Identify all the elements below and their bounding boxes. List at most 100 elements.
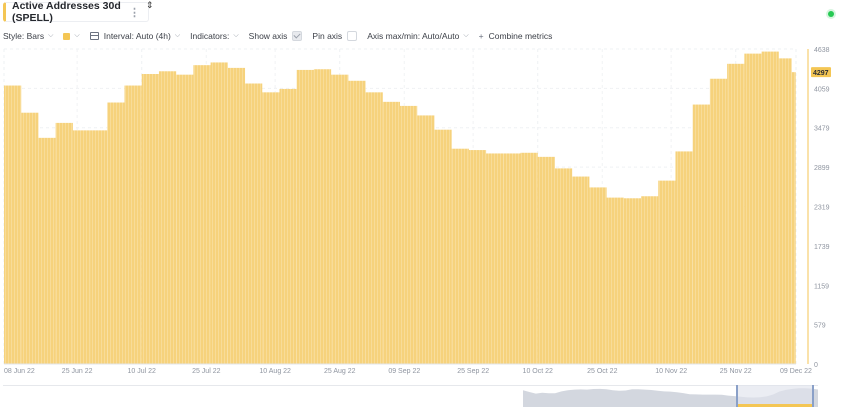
data-bar <box>382 101 400 364</box>
data-bar <box>21 112 39 365</box>
interval-dropdown[interactable]: Interval: Auto (4h) ⌵ <box>89 31 181 41</box>
drag-handle-icon[interactable]: ⇕ <box>146 0 154 10</box>
metric-chip[interactable]: Active Addresses 30d (SPELL) ⋮ <box>3 0 149 24</box>
chevron-down-icon: ⌵ <box>74 32 80 39</box>
pin-axis-toggle[interactable]: Pin axis <box>312 31 358 41</box>
y-tick-label: 579 <box>814 323 826 330</box>
data-bar <box>761 51 779 365</box>
y-tick-label: 1159 <box>814 283 829 290</box>
data-bar <box>791 72 796 365</box>
current-value-label: 4297 <box>813 70 829 77</box>
color-swatch <box>63 32 71 40</box>
x-tick-label: 10 Aug 22 <box>259 368 291 375</box>
chevron-down-icon: ⌵ <box>233 32 239 39</box>
data-bar <box>210 62 228 365</box>
data-bar <box>124 85 142 364</box>
data-bar <box>417 115 435 364</box>
chevron-down-icon: ⌵ <box>48 32 54 39</box>
chevron-down-icon: ⌵ <box>463 32 469 39</box>
show-axis-label: Show axis <box>248 31 288 41</box>
show-axis-toggle[interactable]: Show axis <box>249 31 303 41</box>
current-value-badge <box>811 67 831 78</box>
data-bar <box>503 153 521 364</box>
chevron-down-icon: ⌵ <box>174 32 181 39</box>
data-bar <box>348 80 366 364</box>
indicators-dropdown[interactable]: Indicators: ⌵ <box>190 31 239 41</box>
data-bar <box>572 176 590 364</box>
y-tick-label: 2899 <box>814 165 830 172</box>
data-bar <box>451 148 469 364</box>
data-bar <box>365 92 383 364</box>
data-bar <box>727 63 745 365</box>
data-bar <box>744 53 762 364</box>
axis-minmax-label: Axis max/min: Auto/Auto <box>367 31 460 41</box>
axis-minmax-dropdown[interactable]: Axis max/min: Auto/Auto ⌵ <box>367 31 468 41</box>
data-bar <box>279 88 297 365</box>
data-bar <box>692 104 710 364</box>
data-bar <box>623 198 642 364</box>
navigator-selection-window[interactable] <box>736 385 814 407</box>
data-bar <box>606 197 624 364</box>
y-tick-label: 1739 <box>814 244 830 251</box>
style-dropdown[interactable]: Style: Bars ⌵ <box>3 31 53 41</box>
x-tick-label: 25 Oct 22 <box>587 368 617 375</box>
pin-axis-checkbox[interactable] <box>347 31 358 41</box>
x-tick-label: 10 Jul 22 <box>128 368 157 375</box>
x-tick-label: 25 Jul 22 <box>192 368 221 375</box>
data-bar <box>72 130 91 364</box>
data-bar <box>227 67 246 364</box>
x-tick-label: 25 Jun 22 <box>62 368 93 375</box>
data-bar <box>245 83 263 364</box>
data-bar <box>434 129 452 364</box>
y-tick-label: 4638 <box>814 47 830 54</box>
data-bar <box>107 102 125 365</box>
x-tick-label: 25 Aug 22 <box>324 368 356 375</box>
data-bar <box>709 78 728 364</box>
data-bar <box>296 69 314 364</box>
range-navigator[interactable] <box>3 385 818 407</box>
x-tick-label: 10 Nov 22 <box>655 368 687 375</box>
indicators-label: Indicators: <box>190 31 230 41</box>
data-bar <box>262 92 280 364</box>
pin-axis-label: Pin axis <box>312 31 343 41</box>
data-bar <box>331 74 349 364</box>
data-bar <box>641 196 659 364</box>
calendar-icon <box>89 32 99 40</box>
y-tick-label: 3479 <box>814 126 830 133</box>
data-bar <box>537 156 555 364</box>
style-label: Style: Bars <box>3 31 45 41</box>
combine-metrics-label: Combine metrics <box>488 31 553 41</box>
show-axis-checkbox[interactable] <box>292 31 303 41</box>
data-bar <box>400 105 418 365</box>
y-tick-label: 0 <box>814 362 818 369</box>
plus-icon: + <box>478 31 484 41</box>
chart-area[interactable]: santiment4638405934792899231917391159579… <box>0 44 850 384</box>
x-tick-label: 25 Sep 22 <box>457 368 489 375</box>
data-bar <box>176 74 194 364</box>
chart-toolbar: Style: Bars ⌵ ⌵ Interval: Auto (4h) ⌵ In… <box>3 28 843 44</box>
data-bar <box>658 180 676 364</box>
x-tick-label: 09 Sep 22 <box>388 368 420 375</box>
metric-title: Active Addresses 30d (SPELL) <box>12 0 121 24</box>
combine-metrics-button[interactable]: + Combine metrics <box>479 31 553 41</box>
y-tick-label: 4059 <box>814 86 830 93</box>
interval-label: Interval: Auto (4h) <box>103 31 171 41</box>
x-tick-label: 09 Dec 22 <box>780 368 812 375</box>
data-bar <box>589 187 607 364</box>
color-picker[interactable]: ⌵ <box>63 32 80 40</box>
data-bar <box>55 122 73 364</box>
x-tick-label: 25 Nov 22 <box>720 368 752 375</box>
data-bar <box>520 152 538 364</box>
metric-menu-icon[interactable]: ⋮ <box>129 7 140 19</box>
data-bar <box>141 73 159 364</box>
data-bar <box>38 137 56 364</box>
navigator-selection-bar <box>738 404 812 407</box>
data-bar <box>90 130 108 364</box>
data-bar <box>193 65 211 364</box>
data-bar <box>313 69 332 365</box>
data-bar <box>675 151 693 364</box>
data-bar <box>468 150 487 364</box>
data-bar <box>158 71 177 364</box>
live-status-indicator <box>828 11 834 17</box>
x-tick-label: 08 Jun 22 <box>4 368 35 375</box>
